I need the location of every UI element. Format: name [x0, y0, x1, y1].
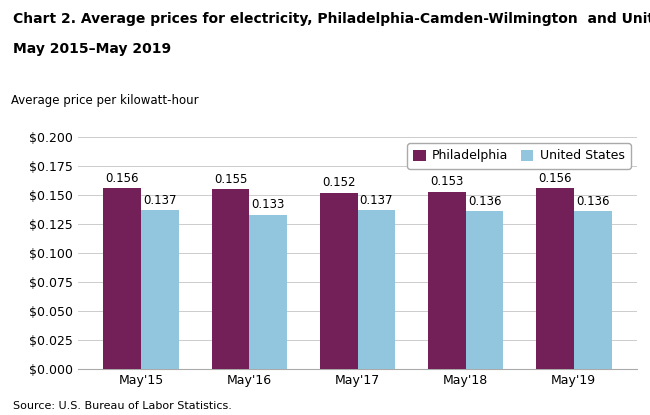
Text: Chart 2. Average prices for electricity, Philadelphia-Camden-Wilmington  and Uni: Chart 2. Average prices for electricity,…: [13, 12, 650, 27]
Legend: Philadelphia, United States: Philadelphia, United States: [407, 143, 630, 169]
Bar: [320, 193, 358, 369]
Bar: [465, 211, 504, 369]
Text: 0.152: 0.152: [322, 176, 356, 189]
Text: 0.136: 0.136: [468, 195, 501, 208]
Text: 0.136: 0.136: [576, 195, 610, 208]
Text: Average price per kilowatt-hour: Average price per kilowatt-hour: [11, 94, 198, 107]
Text: 0.153: 0.153: [430, 175, 463, 188]
Text: 0.155: 0.155: [214, 173, 247, 186]
Text: Source: U.S. Bureau of Labor Statistics.: Source: U.S. Bureau of Labor Statistics.: [13, 401, 232, 411]
Bar: [211, 189, 250, 369]
Bar: [358, 210, 395, 369]
Bar: [141, 210, 179, 369]
Text: 0.137: 0.137: [144, 194, 177, 207]
Bar: [103, 188, 141, 369]
Bar: [428, 192, 465, 369]
Bar: [250, 215, 287, 369]
Bar: [536, 188, 574, 369]
Text: 0.156: 0.156: [105, 171, 139, 185]
Text: 0.137: 0.137: [359, 194, 393, 207]
Text: May 2015–May 2019: May 2015–May 2019: [13, 42, 171, 56]
Text: 0.133: 0.133: [252, 198, 285, 211]
Text: 0.156: 0.156: [538, 171, 571, 185]
Bar: [574, 211, 612, 369]
